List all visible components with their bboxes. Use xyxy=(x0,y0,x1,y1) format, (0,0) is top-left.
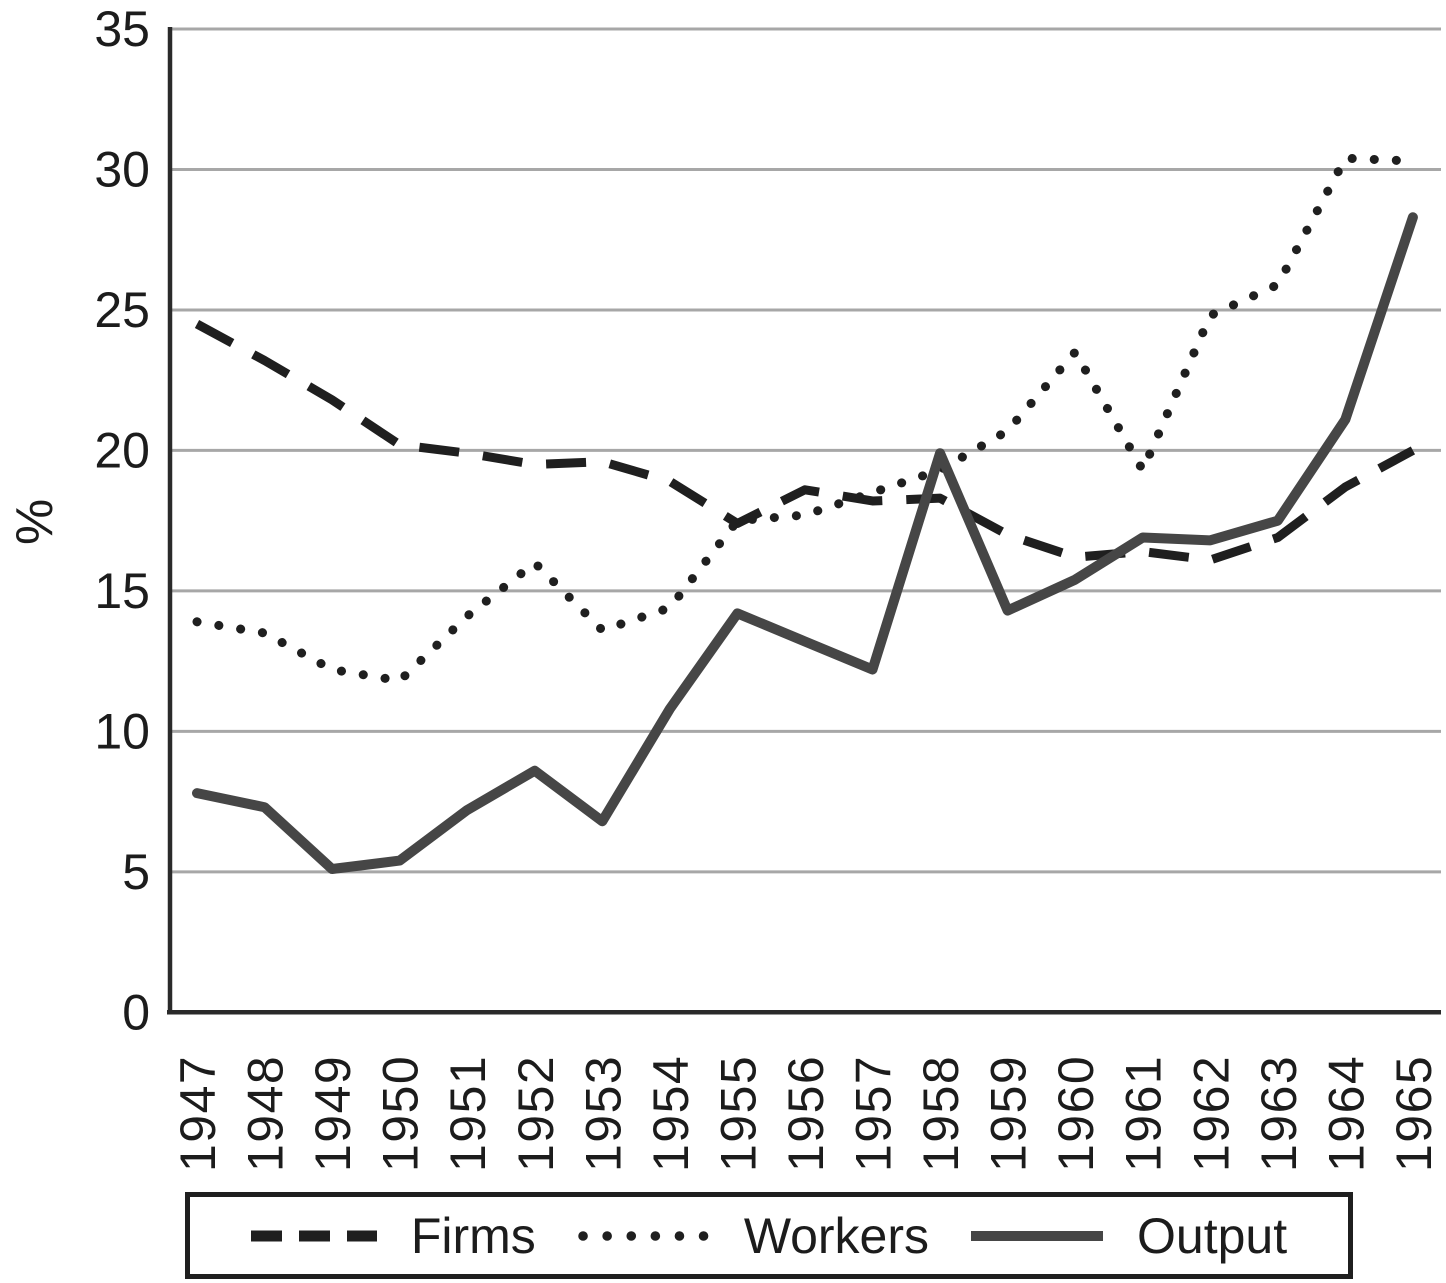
y-tick-label-15: 15 xyxy=(94,563,150,619)
x-tick-label-1960: 1960 xyxy=(1048,1055,1104,1172)
x-tick-label-1953: 1953 xyxy=(575,1055,631,1172)
x-tick-label-1947: 1947 xyxy=(170,1055,226,1172)
x-tick-label-1948: 1948 xyxy=(238,1055,294,1172)
x-tick-label-1952: 1952 xyxy=(508,1055,564,1172)
x-tick-label-1957: 1957 xyxy=(846,1055,902,1172)
y-tick-label-0: 0 xyxy=(122,984,150,1040)
x-tick-label-1959: 1959 xyxy=(981,1055,1037,1172)
legend: Firms Workers Output xyxy=(185,1192,1353,1279)
y-tick-label-5: 5 xyxy=(122,844,150,900)
x-tick-label-1956: 1956 xyxy=(778,1055,834,1172)
x-tick-label-1963: 1963 xyxy=(1251,1055,1307,1172)
y-tick-label-35: 35 xyxy=(94,1,150,57)
y-axis-unit-label: % xyxy=(6,499,64,545)
y-tick-label-20: 20 xyxy=(94,422,150,478)
x-tick-label-1949: 1949 xyxy=(305,1055,361,1172)
x-tick-label-1950: 1950 xyxy=(373,1055,429,1172)
legend-item-workers: Workers xyxy=(578,1207,929,1265)
y-tick-label-10: 10 xyxy=(94,703,150,759)
firms-dashed-line-icon xyxy=(250,1230,377,1241)
workers-dotted-line-icon xyxy=(578,1230,710,1241)
x-tick-label-1951: 1951 xyxy=(440,1055,496,1172)
x-tick-label-1965: 1965 xyxy=(1386,1055,1442,1172)
x-tick-label-1964: 1964 xyxy=(1318,1055,1374,1172)
x-tick-label-1958: 1958 xyxy=(913,1055,969,1172)
legend-item-firms: Firms xyxy=(250,1207,536,1265)
x-tick-label-1954: 1954 xyxy=(643,1055,699,1172)
x-tick-label-1962: 1962 xyxy=(1183,1055,1239,1172)
legend-label-firms: Firms xyxy=(410,1207,536,1264)
x-tick-label-1955: 1955 xyxy=(710,1055,766,1172)
legend-label-workers: Workers xyxy=(743,1207,930,1264)
legend-item-output: Output xyxy=(971,1207,1287,1265)
y-tick-label-30: 30 xyxy=(94,141,150,197)
firms-series-line xyxy=(194,320,1416,565)
output-series-line xyxy=(192,212,1418,875)
y-tick-label-25: 25 xyxy=(94,282,150,338)
output-solid-line-icon xyxy=(971,1230,1104,1241)
workers-series-line xyxy=(192,153,1418,686)
x-tick-label-1961: 1961 xyxy=(1116,1055,1172,1172)
legend-label-output: Output xyxy=(1137,1207,1288,1264)
